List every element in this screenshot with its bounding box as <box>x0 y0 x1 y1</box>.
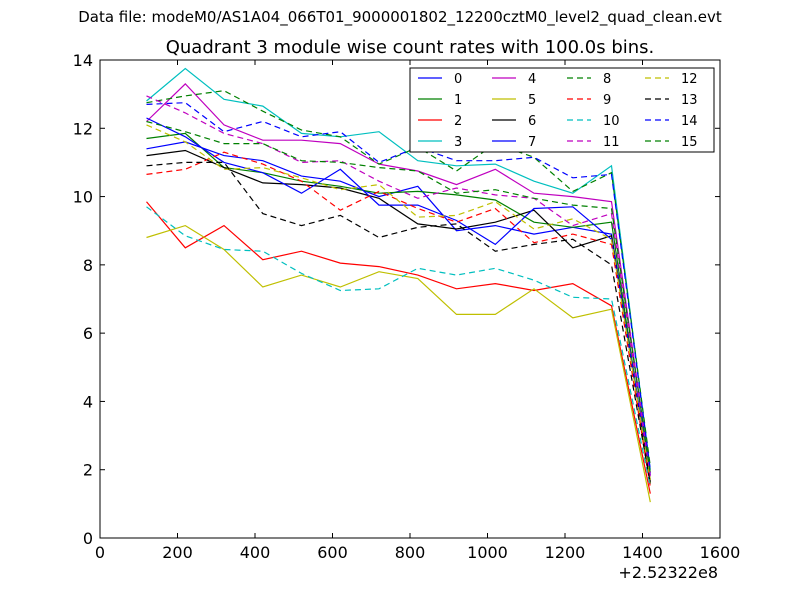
legend-label-11: 11 <box>603 135 620 150</box>
y-tick-label: 14 <box>73 51 93 70</box>
legend-label-9: 9 <box>603 93 611 108</box>
x-tick-label: 1400 <box>622 543 663 562</box>
legend-label-6: 6 <box>528 114 536 129</box>
series-line-3 <box>146 67 651 470</box>
series-line-9 <box>146 151 651 487</box>
legend-label-1: 1 <box>454 93 462 108</box>
x-tick-label: 1200 <box>545 543 586 562</box>
y-tick-label: 2 <box>83 461 93 480</box>
legend-label-7: 7 <box>528 135 536 150</box>
x-offset-label: +2.52322e8 <box>618 563 718 582</box>
legend-label-15: 15 <box>681 135 698 150</box>
y-tick-label: 4 <box>83 392 93 411</box>
series-line-10 <box>146 206 651 487</box>
series-line-4 <box>146 83 651 474</box>
series-line-15 <box>146 120 651 474</box>
series-line-6 <box>146 149 651 482</box>
series-line-2 <box>146 201 651 494</box>
legend-label-3: 3 <box>454 135 462 150</box>
x-tick-label: 1600 <box>700 543 741 562</box>
x-tick-label: 0 <box>95 543 105 562</box>
series-line-14 <box>146 102 651 470</box>
legend-label-0: 0 <box>454 72 462 87</box>
legend-label-2: 2 <box>454 114 462 129</box>
legend-label-14: 14 <box>681 114 698 129</box>
y-tick-label: 10 <box>73 188 93 207</box>
legend-label-4: 4 <box>528 72 536 87</box>
x-tick-label: 200 <box>162 543 193 562</box>
x-tick-label: 400 <box>240 543 271 562</box>
series-line-13 <box>146 161 651 484</box>
series-line-5 <box>146 224 651 503</box>
chart-title: Quadrant 3 module wise count rates with … <box>166 37 655 58</box>
legend-label-13: 13 <box>681 93 698 108</box>
series-line-12 <box>146 124 651 481</box>
x-tick-label: 800 <box>395 543 426 562</box>
series-line-8 <box>146 90 651 467</box>
legend-box <box>409 67 715 153</box>
y-tick-label: 0 <box>83 529 93 548</box>
legend-label-12: 12 <box>681 72 698 87</box>
legend-label-8: 8 <box>603 72 611 87</box>
series-layer <box>146 67 651 503</box>
series-line-0 <box>146 141 651 481</box>
legend-label-5: 5 <box>528 93 536 108</box>
series-line-1 <box>146 132 651 484</box>
x-tick-label: 600 <box>317 543 348 562</box>
y-tick-label: 6 <box>83 324 93 343</box>
data-file-title: Data file: modeM0/AS1A04_066T01_90000018… <box>78 8 722 26</box>
series-line-7 <box>146 117 651 475</box>
x-tick-label: 1000 <box>467 543 508 562</box>
series-line-11 <box>146 95 651 477</box>
legend-label-10: 10 <box>603 114 620 129</box>
y-tick-label: 12 <box>73 119 93 138</box>
y-tick-label: 8 <box>83 256 93 275</box>
